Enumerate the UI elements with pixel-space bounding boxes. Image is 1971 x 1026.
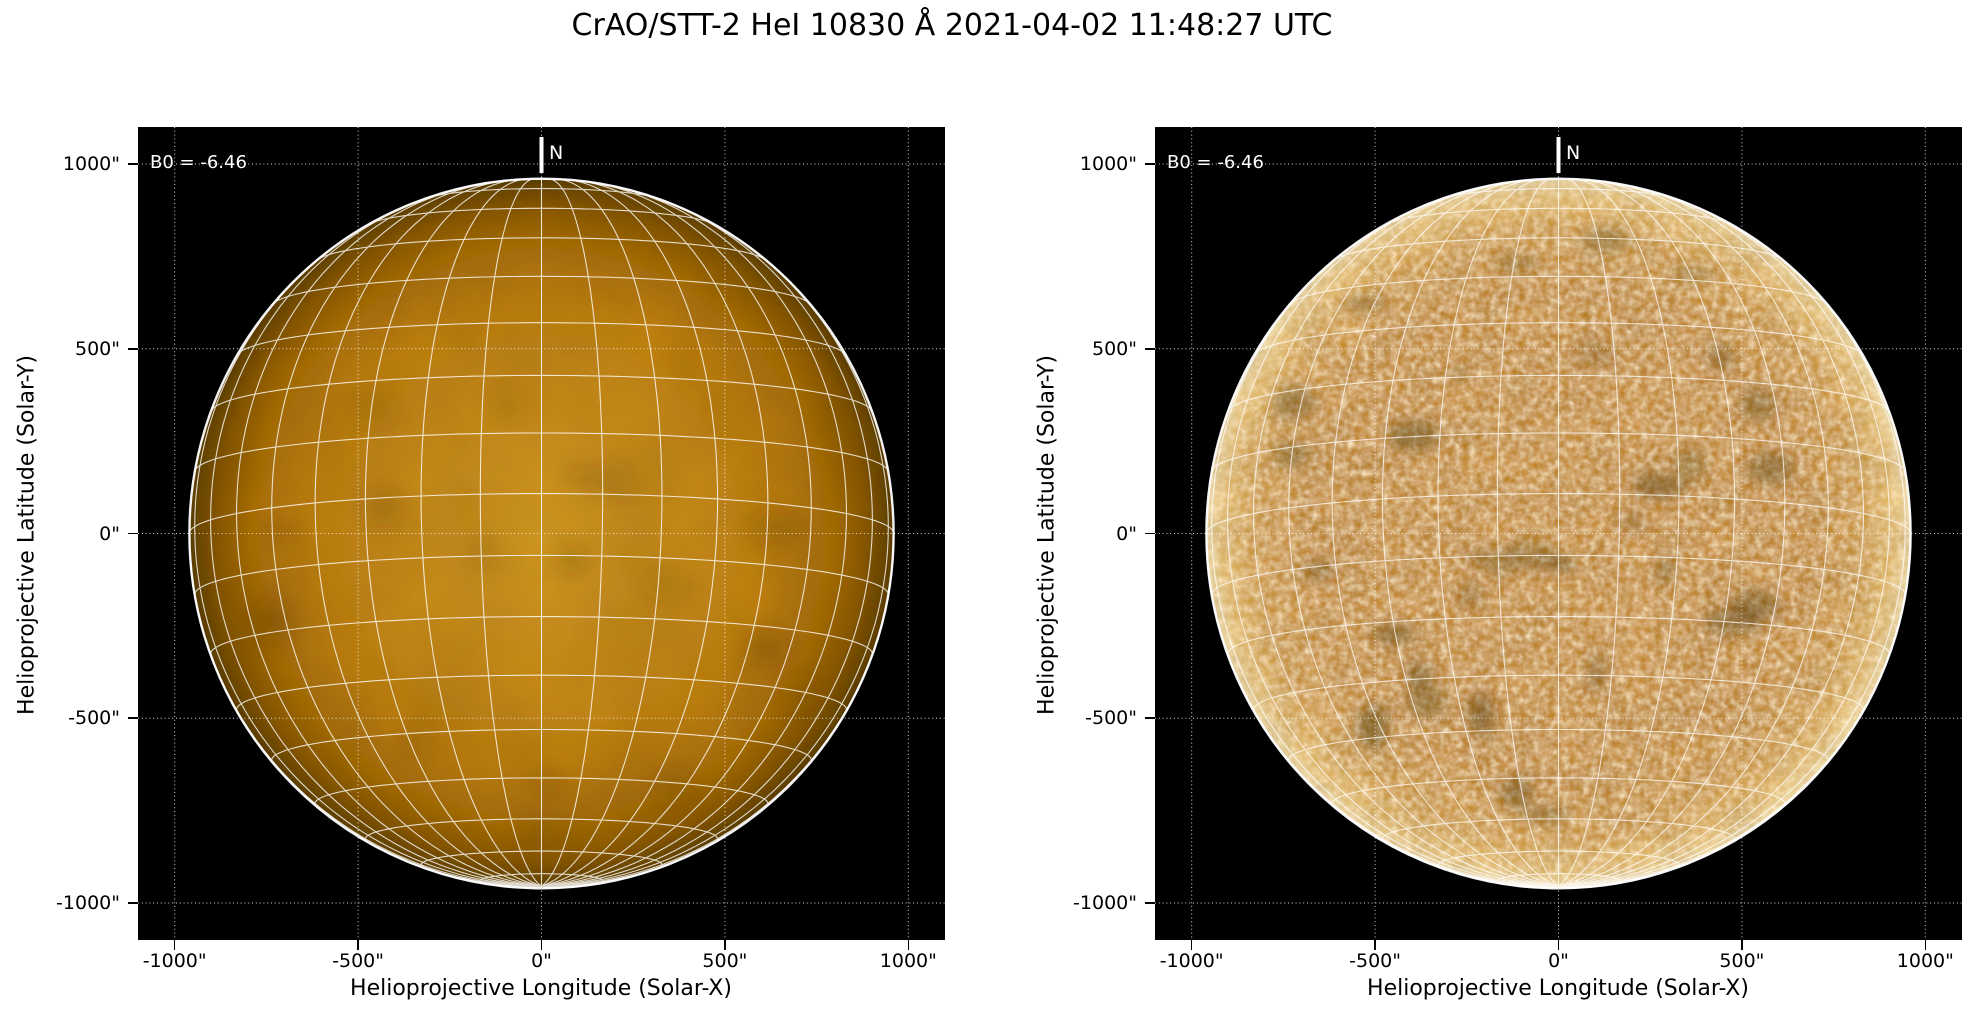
x-tick-mark xyxy=(540,940,543,950)
x-tick-label: -1000" xyxy=(1159,950,1224,972)
y-tick-mark xyxy=(128,902,138,904)
x-tick-label: 1000" xyxy=(879,950,937,972)
x-tick-mark xyxy=(1557,940,1560,950)
enhanced-disk-image xyxy=(1155,127,1962,940)
y-tick-mark xyxy=(128,347,138,350)
north-marker-bar xyxy=(539,137,544,173)
x-tick-label: -1000" xyxy=(142,950,207,972)
x-tick-label: 500" xyxy=(1719,950,1765,972)
x-tick-mark xyxy=(724,940,726,950)
dark-features xyxy=(248,350,815,838)
solar-limb-circle xyxy=(1205,177,1912,890)
x-tick-label: 1000" xyxy=(1896,950,1954,972)
x-tick-mark xyxy=(173,940,176,950)
y-tick-mark xyxy=(1145,532,1155,535)
x-tick-mark xyxy=(1374,940,1376,950)
x-tick-mark xyxy=(1924,940,1927,950)
solar-limb-circle xyxy=(188,177,895,890)
x-tick-mark xyxy=(907,940,910,950)
y-tick-mark xyxy=(1145,163,1155,165)
north-annotation: N xyxy=(1566,142,1581,164)
y-tick-label: 500" xyxy=(74,337,120,360)
x-tick-label: 500" xyxy=(702,950,748,972)
y-tick-label: -500" xyxy=(68,707,120,730)
intensity-disk-image xyxy=(138,127,945,940)
panel-enhanced-plot xyxy=(1155,127,1962,940)
x-axis-label: Helioprojective Longitude (Solar-X) xyxy=(350,976,732,1001)
x-tick-mark xyxy=(1741,940,1743,950)
y-tick-mark xyxy=(1145,347,1155,350)
x-axis-label: Helioprojective Longitude (Solar-X) xyxy=(1367,976,1749,1001)
x-tick-label: 0" xyxy=(531,950,552,972)
north-marker-bar xyxy=(1556,137,1561,173)
figure-title: CrAO/STT-2 HeI 10830 Å 2021-04-02 11:48:… xyxy=(571,8,1333,43)
y-tick-label: 1000" xyxy=(62,152,120,175)
y-tick-mark xyxy=(1145,717,1155,720)
y-tick-label: -500" xyxy=(1085,707,1137,730)
x-tick-label: -500" xyxy=(332,950,385,972)
y-tick-mark xyxy=(128,532,138,535)
y-tick-label: -1000" xyxy=(56,892,120,915)
panel-intensity-plot xyxy=(138,127,945,940)
x-tick-mark xyxy=(357,940,359,950)
b0-annotation: B0 = -6.46 xyxy=(150,152,247,173)
y-tick-label: 1000" xyxy=(1079,152,1137,175)
x-tick-label: -500" xyxy=(1349,950,1402,972)
y-tick-label: -1000" xyxy=(1073,892,1137,915)
x-tick-label: 0" xyxy=(1548,950,1569,972)
y-tick-mark xyxy=(128,163,138,165)
y-tick-mark xyxy=(128,717,138,720)
y-tick-label: 500" xyxy=(1091,337,1137,360)
north-annotation: N xyxy=(549,142,564,164)
y-tick-mark xyxy=(1145,902,1155,904)
b0-annotation: B0 = -6.46 xyxy=(1167,152,1264,173)
y-tick-label: 0" xyxy=(99,522,120,545)
y-tick-label: 0" xyxy=(1116,522,1137,545)
x-tick-mark xyxy=(1190,940,1193,950)
